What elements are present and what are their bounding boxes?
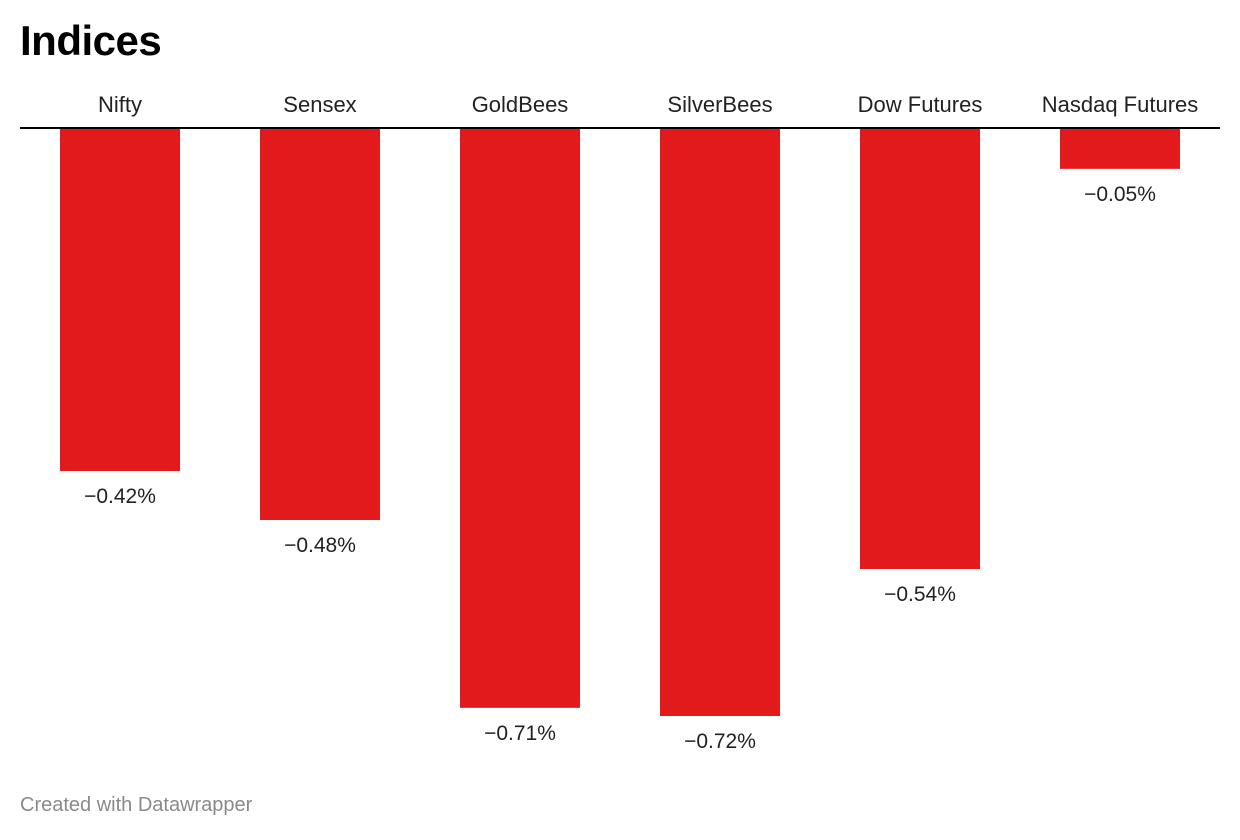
chart-title: Indices [20, 17, 162, 64]
bar [1060, 128, 1180, 169]
bar [60, 128, 180, 471]
category-label: SilverBees [667, 92, 772, 117]
value-label: −0.71% [484, 722, 556, 745]
category-label: Nasdaq Futures [1042, 92, 1199, 117]
bar [860, 128, 980, 569]
value-labels: −0.42% −0.48% −0.71% −0.72% −0.54% −0.05% [84, 183, 1156, 753]
value-label: −0.42% [84, 485, 156, 508]
category-labels: Nifty Sensex GoldBees SilverBees Dow Futures… [98, 92, 1198, 117]
footer-credit: Created with Datawrapper [20, 794, 253, 816]
value-label: −0.72% [684, 730, 756, 753]
bar [660, 128, 780, 716]
category-label: Nifty [98, 92, 142, 117]
value-label: −0.05% [1084, 183, 1156, 206]
category-label: GoldBees [472, 92, 569, 117]
value-label: −0.54% [884, 583, 956, 606]
category-label: Dow Futures [858, 92, 983, 117]
bar [460, 128, 580, 708]
bar-chart: Nifty Sensex GoldBees SilverBees Dow Futures… [20, 92, 1220, 753]
bars [60, 128, 1180, 716]
bar [260, 128, 380, 520]
category-label: Sensex [283, 92, 356, 117]
value-label: −0.48% [284, 534, 356, 557]
